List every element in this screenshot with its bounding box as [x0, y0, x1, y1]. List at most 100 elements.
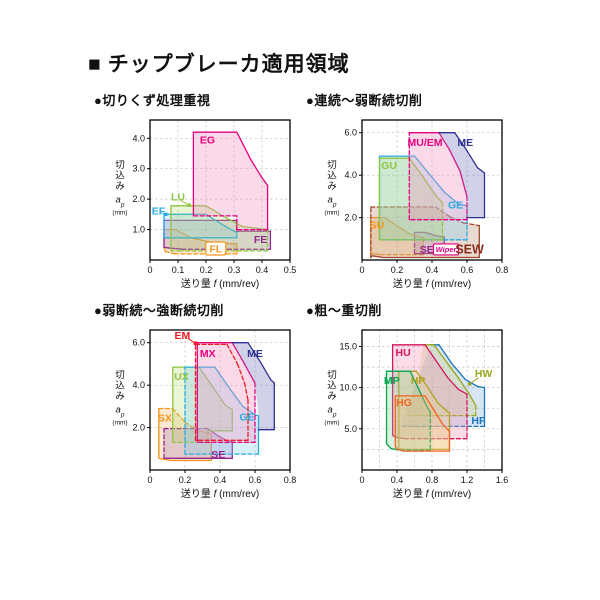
y-tick-label: 2.0: [344, 213, 357, 223]
square-bullet-icon: ■: [88, 53, 102, 76]
label-SE: SE: [211, 449, 225, 461]
label-HP: HP: [411, 375, 426, 387]
y-tick-label: 4.0: [344, 170, 357, 180]
region-MX: [196, 342, 256, 444]
x-tick-label: 0: [147, 475, 152, 485]
chart-canvas: 0 0.2 0.4 0.6 0.8 2.0 4.0 6.0 切込み ap (mm) 送り量 f (mm…: [94, 320, 299, 506]
label-SU: SU: [370, 220, 385, 232]
region-MUEM: [408, 132, 468, 221]
x-tick-label: 0: [147, 265, 152, 275]
chart-canvas: 0 0.2 0.4 0.6 0.8 2.0 4.0 6.0 切込み ap (mm) 送り量 f (mm…: [306, 110, 511, 296]
label-HF: HF: [471, 415, 486, 427]
x-tick-label: 0.8: [496, 265, 509, 275]
x-tick-label: 0.8: [426, 475, 439, 485]
y-axis-label: み: [115, 391, 125, 402]
label-FE: FE: [254, 234, 267, 246]
pointer-marker: [193, 341, 197, 345]
x-axis-label: 送り量 f (mm/rev): [393, 487, 471, 500]
y-tick-label: 2.0: [132, 194, 145, 204]
y-axis-unit: (mm): [324, 210, 339, 217]
label-ME: ME: [457, 137, 473, 149]
y-tick-label: 15.0: [339, 342, 357, 352]
chart-svg: 0 0.4 0.8 1.2 1.6 5.0 10.0 15.0 切込み ap(mm) 送り量 f (…: [324, 329, 508, 500]
plot-background: [150, 120, 290, 260]
panel-rough-heavy-cutting: ●粗～重切削 0 0.4 0.8 1.2 1.6 5.0 10.0 15.0 切込み ap (mm)…: [306, 300, 516, 506]
x-tick-label: 0.6: [461, 265, 474, 275]
chart-svg: 0 0.2 0.4 0.6 0.8 2.0 4.0 6.0 切込み ap(mm) 送り量 f (mm…: [112, 329, 297, 500]
x-tick-label: 0.2: [200, 265, 213, 275]
region-GE: [378, 155, 468, 241]
x-tick-label: 0.8: [284, 475, 297, 485]
chart-svg: 0 0.1 0.2 0.3 0.4 0.5 1.0 2.0 3.0 4.0 切込み ap(mm) 送り量…: [112, 119, 297, 290]
y-axis-label: み: [115, 181, 125, 192]
x-tick-label: 0.5: [284, 265, 297, 275]
label-HU: HU: [396, 347, 411, 359]
y-axis-label: 込: [115, 381, 125, 392]
label-MP: MP: [384, 375, 400, 387]
y-axis-unit: (mm): [112, 210, 127, 217]
region-HF: [400, 344, 486, 428]
label-SX: SX: [158, 413, 172, 425]
y-axis-label: み: [327, 181, 337, 192]
x-tick-label: 0.3: [228, 265, 241, 275]
x-tick-label: 0.6: [249, 475, 262, 485]
y-axis-label: 込: [327, 381, 337, 392]
x-axis-label: 送り量 f (mm/rev): [393, 277, 471, 290]
label-FL: FL: [209, 244, 222, 256]
y-axis-symbol: ap: [328, 405, 337, 419]
x-tick-label: 1.2: [461, 475, 474, 485]
label-GU: GU: [381, 160, 397, 172]
label-EG: EG: [200, 134, 215, 146]
y-axis-label: み: [327, 391, 337, 402]
label-EF: EF: [152, 205, 166, 217]
y-tick-label: 1.0: [132, 225, 145, 235]
region-ME: [438, 132, 486, 219]
x-axis-label: 送り量 f (mm/rev): [181, 487, 259, 500]
panel-interrupted-cutting: ●弱断続～強断続切削 0 0.2 0.4 0.6 0.8 2.0 4.0 6.0 切込み ap (m…: [94, 300, 304, 506]
panel-title: ●切りくず処理重視: [94, 93, 211, 108]
x-tick-label: 0.4: [214, 475, 227, 485]
y-axis-label: 込: [327, 171, 337, 182]
y-tick-label: 10.0: [339, 383, 357, 393]
y-axis-label: 切: [115, 160, 125, 171]
region-EG: [192, 131, 269, 231]
page-title: ■ チップブレーカ適用領域: [88, 48, 350, 78]
panel-title: ●連続～弱断続切削: [306, 93, 423, 108]
x-tick-label: 0.4: [391, 475, 404, 485]
label-LU: LU: [171, 191, 185, 203]
pointer-marker: [164, 212, 168, 216]
y-tick-label: 4.0: [132, 133, 145, 143]
label-GE: GE: [448, 199, 463, 211]
label-SE: SE: [420, 244, 434, 256]
label-UX: UX: [174, 371, 189, 383]
x-tick-label: 0: [359, 475, 364, 485]
region-GE: [184, 366, 260, 455]
y-tick-label: 3.0: [132, 164, 145, 174]
x-tick-label: 0.2: [391, 265, 404, 275]
pointer-marker: [467, 382, 472, 386]
plot-border: [149, 119, 291, 261]
x-tick-label: 0.2: [179, 475, 192, 485]
wiper-badge: [432, 243, 460, 256]
y-axis-symbol: ap: [116, 195, 125, 209]
x-tick-label: 0.1: [172, 265, 185, 275]
x-tick-label: 0.4: [426, 265, 439, 275]
y-tick-label: 6.0: [132, 338, 145, 348]
x-tick-label: 0.4: [256, 265, 269, 275]
chart-canvas: 0 0.1 0.2 0.3 0.4 0.5 1.0 2.0 3.0 4.0 切込み ap (mm) 送り量…: [94, 110, 299, 296]
y-axis-label: 切: [115, 370, 125, 381]
panel-title: ●粗～重切削: [306, 303, 382, 318]
y-tick-label: 6.0: [344, 128, 357, 138]
region-HG: [394, 395, 451, 452]
pointer-marker: [187, 203, 191, 207]
x-tick-label: 0: [359, 265, 364, 275]
label-Wiper: Wiper: [436, 245, 458, 254]
label-MUEM: MU/EM: [408, 137, 443, 149]
region-EM: [194, 343, 249, 441]
y-axis-symbol: ap: [328, 195, 337, 209]
y-axis-label: 切: [327, 370, 337, 381]
label-GE: GE: [240, 412, 255, 424]
y-axis-unit: (mm): [324, 420, 339, 427]
label-HW: HW: [475, 368, 493, 380]
label-HG: HG: [396, 397, 412, 409]
